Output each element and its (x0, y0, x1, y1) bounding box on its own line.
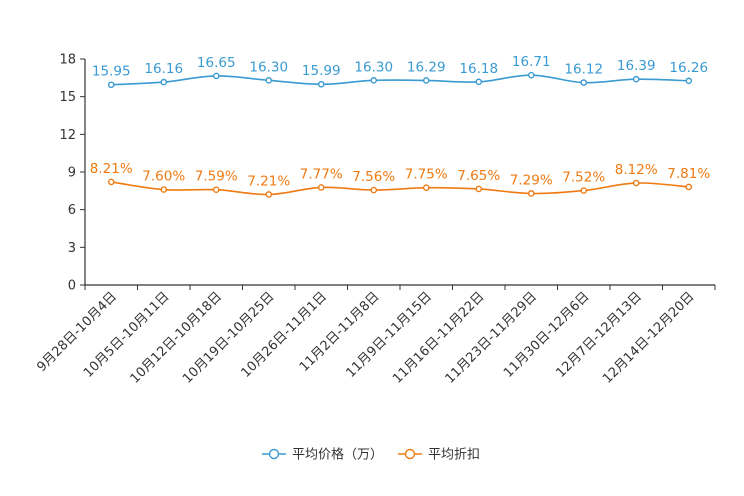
legend-item-1[interactable]: 平均价格（万） (262, 447, 383, 463)
y-tick-label: 18 (59, 53, 76, 68)
series-1: 15.95 16.16 16.65 16.30 15.99 16.30 16.29 16.18… (92, 54, 708, 89)
x-tick-label: 10月12日-10月18日 (128, 289, 225, 386)
y-tick-label: 6 (68, 203, 76, 218)
y-tick-label: 9 (68, 166, 76, 181)
chart-legend[interactable]: 平均价格（万） 平均折扣 (262, 447, 480, 463)
data-label: 16.16 (144, 61, 183, 77)
data-label: 15.95 (92, 64, 131, 80)
data-label: 7.81% (667, 166, 710, 182)
x-axis-ticks: 9月28日-10月4日10月5日-10月11日10月12日-10月18日10月1… (34, 285, 716, 387)
y-tick-label: 3 (68, 241, 76, 256)
x-tick-label: 11月16日-11月22日 (390, 289, 487, 386)
y-axis-ticks: 0 3 6 9 12 15 18 (59, 53, 85, 294)
data-label: 8.12% (615, 162, 658, 178)
data-label: 7.52% (562, 170, 605, 186)
x-tick-label: 12月14日-12月20日 (600, 289, 697, 386)
legend-marker (404, 448, 416, 460)
data-point (212, 72, 220, 80)
data-point (527, 71, 535, 79)
data-label: 16.18 (459, 61, 498, 77)
data-point (160, 78, 168, 86)
data-point (580, 187, 588, 194)
data-label: 16.30 (354, 59, 393, 75)
data-label: 16.26 (669, 60, 708, 76)
data-point (370, 77, 378, 84)
data-label: 7.29% (510, 172, 553, 188)
series-line (111, 181, 689, 196)
data-point (317, 184, 325, 191)
data-label: 16.12 (564, 62, 603, 78)
legend-label: 平均价格（万） (292, 447, 383, 463)
x-tick-label: 11月23日-11月29日 (443, 289, 540, 386)
data-point (685, 183, 693, 191)
series-2: 8.21% 7.60% 7.59% 7.21% 7.77% 7.56% 7.75% 7.65%… (90, 161, 710, 198)
data-label: 7.56% (352, 169, 395, 185)
legend-label: 平均折扣 (428, 448, 480, 463)
data-label: 16.71 (512, 54, 551, 70)
data-point (317, 80, 325, 88)
data-point (422, 77, 430, 84)
data-label: 7.77% (300, 166, 343, 182)
data-point (265, 77, 273, 84)
data-label: 7.59% (195, 169, 238, 185)
data-label: 8.21% (90, 161, 133, 177)
y-tick-label: 15 (59, 90, 76, 105)
data-point (580, 79, 588, 86)
data-label: 16.39 (617, 58, 656, 74)
data-label: 7.21% (247, 173, 290, 189)
data-point (685, 77, 693, 85)
data-point (160, 186, 168, 193)
y-tick-label: 12 (59, 128, 76, 143)
data-point (632, 179, 640, 187)
y-tick-label: 0 (68, 279, 76, 294)
data-point (475, 185, 483, 193)
series-line (111, 74, 689, 86)
data-label: 7.75% (405, 167, 448, 183)
legend-marker (268, 448, 280, 460)
data-point (212, 186, 220, 194)
data-point (370, 186, 378, 194)
data-point (632, 75, 640, 83)
data-point (475, 78, 483, 86)
data-point (422, 184, 430, 191)
data-label: 15.99 (302, 63, 341, 79)
data-label: 16.29 (407, 59, 446, 75)
data-label: 7.60% (142, 169, 185, 185)
data-label: 16.30 (249, 59, 288, 75)
data-point (107, 178, 115, 186)
chart-series: 15.95 16.16 16.65 16.30 15.99 16.30 16.29 16.18… (90, 54, 710, 198)
x-tick-label: 10月19日-10月25日 (180, 289, 277, 386)
data-point (107, 81, 115, 89)
data-label: 16.65 (197, 55, 236, 71)
data-label: 7.65% (457, 168, 500, 184)
data-point (265, 191, 273, 198)
data-point (527, 190, 535, 197)
legend-item-2[interactable]: 平均折扣 (398, 448, 480, 463)
